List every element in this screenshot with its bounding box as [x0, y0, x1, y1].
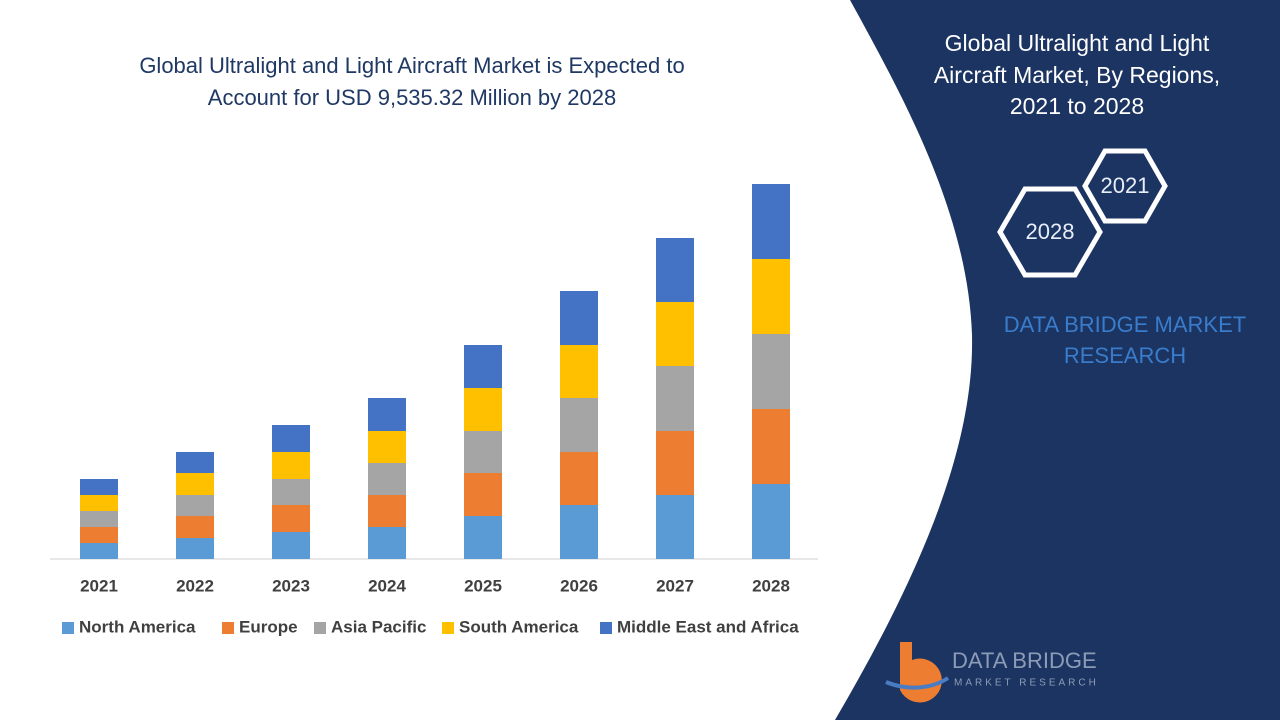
bar-segment: [272, 452, 310, 479]
x-tick-label: 2027: [656, 576, 694, 595]
texts: Global Ultralight and Light Aircraft Mar…: [139, 30, 1246, 689]
x-tick-label: 2026: [560, 576, 598, 595]
bar-segment: [368, 398, 406, 431]
bar-segment: [656, 238, 694, 302]
panel-title: 2021 to 2028: [1010, 93, 1144, 119]
legend-label: Middle East and Africa: [617, 617, 799, 636]
legend-swatch: [222, 622, 234, 634]
brand-text: RESEARCH: [1064, 343, 1186, 368]
bar-segment: [656, 495, 694, 559]
bar-segment: [176, 452, 214, 473]
bar-segment: [176, 473, 214, 495]
x-tick-label: 2024: [368, 576, 406, 595]
bar-segment: [176, 538, 214, 559]
logo-name: DATA BRIDGE: [952, 648, 1097, 673]
chart-title: Global Ultralight and Light Aircraft Mar…: [139, 53, 684, 78]
x-tick-label: 2023: [272, 576, 310, 595]
bar-segment: [80, 543, 118, 559]
bar-segment: [80, 527, 118, 543]
bar-segment: [368, 495, 406, 527]
bar-segment: [560, 345, 598, 398]
legend-label: Europe: [239, 617, 298, 636]
bar-segment: [272, 505, 310, 532]
bar-segment: [80, 479, 118, 495]
bar-segment: [752, 409, 790, 484]
bar-segment: [752, 184, 790, 259]
bar-segment: [656, 366, 694, 431]
bar-segment: [560, 291, 598, 345]
bar-segment: [560, 452, 598, 505]
panel-title: Global Ultralight and Light: [945, 30, 1210, 56]
bar-segment: [368, 431, 406, 463]
hexagon-label: 2021: [1101, 173, 1150, 198]
bar-segment: [464, 388, 502, 431]
hexagon: [997, 186, 1103, 278]
legend-label: South America: [459, 617, 579, 636]
legend-swatch: [600, 622, 612, 634]
legend-label: North America: [79, 617, 196, 636]
hexagon-label: 2028: [1026, 219, 1075, 244]
x-tick-label: 2025: [464, 576, 502, 595]
bar-segment: [464, 473, 502, 516]
bar-segment: [272, 479, 310, 505]
logo-icon: [885, 642, 950, 703]
bar-segment: [80, 495, 118, 511]
logo-tagline: MARKET RESEARCH: [954, 678, 1099, 689]
bar-segment: [656, 302, 694, 366]
chart-title: Account for USD 9,535.32 Million by 2028: [208, 85, 616, 110]
bar-segment: [752, 334, 790, 409]
bar-segment: [656, 431, 694, 495]
bar-segment: [368, 463, 406, 495]
bar-segment: [272, 425, 310, 452]
x-tick-label: 2021: [80, 576, 118, 595]
legend-swatch: [314, 622, 326, 634]
x-tick-label: 2028: [752, 576, 790, 595]
bar-segment: [464, 345, 502, 388]
bar-segment: [464, 431, 502, 473]
bar-segment: [752, 259, 790, 334]
brand-text: DATA BRIDGE MARKET: [1004, 312, 1246, 337]
bar-segment: [176, 516, 214, 538]
bar-segment: [560, 505, 598, 559]
legend-swatch: [442, 622, 454, 634]
hexagon: [1082, 148, 1168, 224]
side-panel: [835, 0, 1280, 720]
legend-label: Asia Pacific: [331, 617, 426, 636]
bar-segment: [464, 516, 502, 559]
x-tick-label: 2022: [176, 576, 214, 595]
bar-segment: [368, 527, 406, 559]
legend-swatch: [62, 622, 74, 634]
bar-segment: [80, 511, 118, 527]
bar-segment: [272, 532, 310, 559]
panel-title: Aircraft Market, By Regions,: [934, 62, 1220, 88]
bar-segment: [752, 484, 790, 559]
bar-segment: [560, 398, 598, 452]
bar-segment: [176, 495, 214, 516]
